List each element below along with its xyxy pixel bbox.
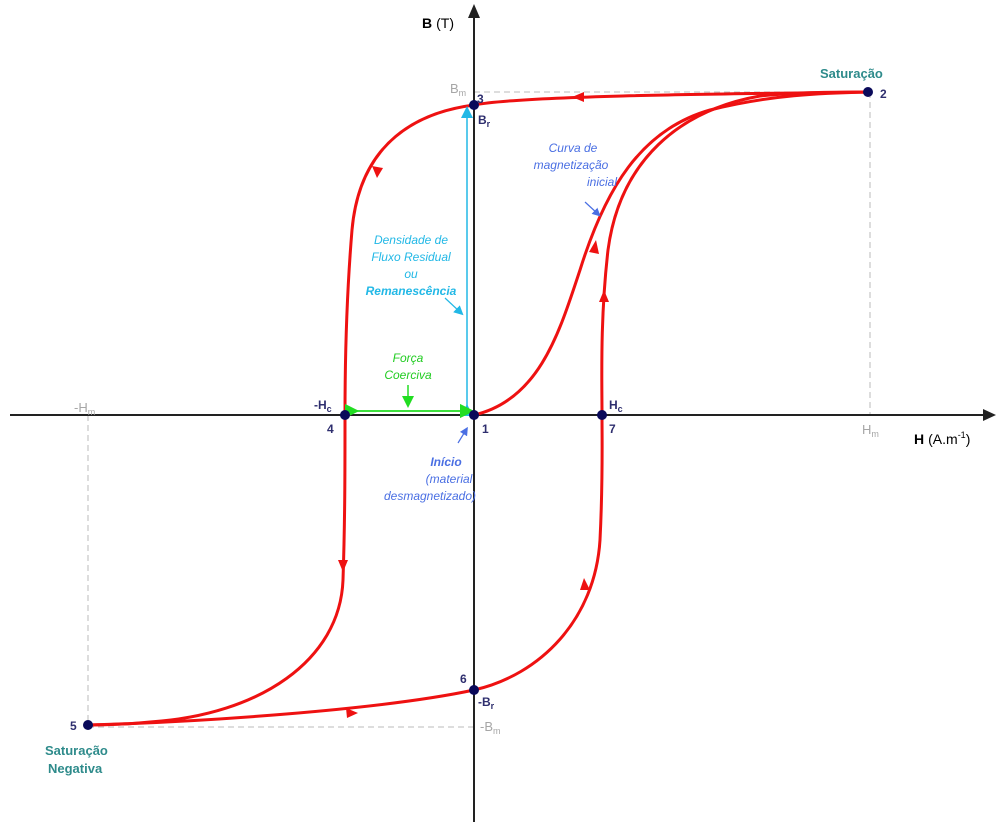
initial-curve-note-1: Curva de — [549, 141, 598, 155]
point-2-label: 2 — [880, 87, 887, 101]
saturation-label: Saturação — [820, 66, 883, 81]
point-7-label: 7 — [609, 422, 616, 436]
br-label: Br — [478, 113, 491, 129]
point-1 — [469, 410, 479, 420]
curve-points — [83, 87, 873, 730]
arrow-right-up-lower — [580, 578, 590, 590]
coercive-note-1: Força — [393, 351, 424, 365]
initial-curve-pointer — [584, 201, 601, 217]
guide-lines — [87, 91, 871, 728]
point-7 — [597, 410, 607, 420]
remanence-note-2: Fluxo Residual — [371, 250, 451, 264]
initial-curve-note-2: magnetização — [534, 158, 609, 172]
hc-label: Hc — [609, 398, 623, 414]
remanence-pointer — [444, 297, 464, 316]
coercive-note-2: Coerciva — [384, 368, 432, 382]
hysteresis-curves — [86, 90, 872, 727]
ascending-curve — [86, 413, 604, 727]
arrow-right-up-upper — [599, 290, 609, 302]
neg-hm-label: -Hm — [74, 400, 95, 417]
point-2 — [863, 87, 873, 97]
y-axis-label: B (T) — [422, 15, 454, 31]
x-axis-arrow — [983, 409, 996, 421]
initial-curve-note-3: inicial — [587, 175, 617, 189]
neg-bm-label: -Bm — [480, 719, 501, 736]
bm-label: Bm — [450, 81, 466, 98]
point-3-label: 3 — [477, 92, 484, 106]
curve-direction-arrows — [338, 92, 609, 718]
point-3 — [469, 100, 479, 110]
remanence-note-3: ou — [404, 267, 418, 281]
point-4-label: 4 — [327, 422, 334, 436]
initial-magnetization-curve — [472, 90, 872, 417]
negative-saturation-label-1: Saturação — [45, 743, 108, 758]
neg-br-label: -Br — [478, 695, 495, 711]
hm-label: Hm — [862, 422, 879, 439]
axes — [10, 4, 996, 822]
arrow-left-down-upper — [372, 166, 383, 178]
remanence-note-1: Densidade de — [374, 233, 448, 247]
ascending-curve-upper — [600, 90, 872, 417]
arrow-left-down-lower — [338, 560, 348, 572]
y-axis-arrow — [468, 4, 480, 18]
remanence-note-4: Remanescência — [366, 284, 457, 298]
start-pointer — [457, 426, 468, 444]
arrow-bottom-right — [346, 708, 358, 718]
x-axis-label: H (A.m-1) — [914, 430, 970, 447]
negative-saturation-label-2: Negativa — [48, 761, 103, 776]
arrow-top-left — [572, 92, 584, 102]
point-6 — [469, 685, 479, 695]
point-5-label: 5 — [70, 719, 77, 733]
point-6-label: 6 — [460, 672, 467, 686]
descending-curve-lower — [86, 413, 347, 727]
descending-curve — [343, 90, 872, 417]
start-note-1: Início — [430, 455, 461, 469]
neg-hc-label: -Hc — [314, 398, 332, 414]
start-note-2: (material — [426, 472, 473, 486]
point-1-label: 1 — [482, 422, 489, 436]
start-note-3: desmagnetizado) — [384, 489, 476, 503]
arrow-initial-up — [589, 240, 599, 254]
point-5 — [83, 720, 93, 730]
point-4 — [340, 410, 350, 420]
